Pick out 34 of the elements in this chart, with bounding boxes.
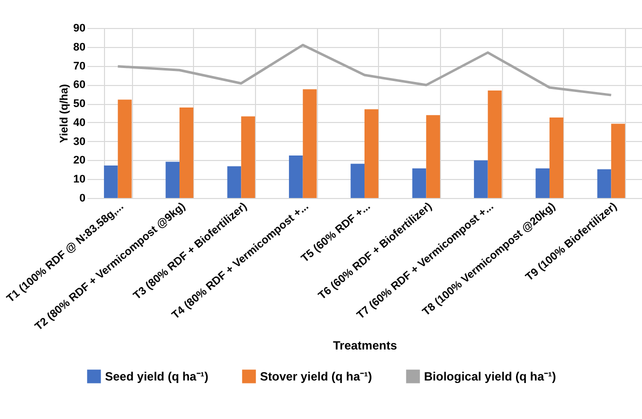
y-tick-label: 40 (73, 116, 86, 129)
bar (412, 168, 426, 198)
legend-label: Seed yield (q ha⁻¹) (105, 369, 208, 384)
bar (488, 90, 502, 198)
y-axis-title: Yield (q/ha) (58, 84, 70, 143)
y-tick-label: 60 (73, 79, 86, 92)
y-tick-label: 50 (73, 98, 86, 110)
bar (104, 166, 118, 198)
bar (166, 162, 180, 198)
bar (350, 164, 364, 198)
y-tick-label: 70 (73, 60, 86, 72)
x-axis-title: Treatments (332, 338, 398, 352)
y-tick-label: 0 (79, 192, 86, 204)
bar (302, 89, 317, 198)
bar (241, 116, 256, 198)
y-tick-label: 10 (73, 174, 86, 186)
bar (550, 118, 564, 198)
bar (597, 169, 612, 198)
legend-label: Biological yield (q ha⁻¹) (424, 369, 556, 384)
y-tick-label: 80 (73, 41, 86, 54)
legend-label: Stover yield (q ha⁻¹) (260, 369, 372, 384)
bar (227, 166, 242, 198)
bar (474, 160, 488, 198)
bar (180, 108, 194, 198)
y-tick-label: 20 (73, 154, 86, 167)
bar (288, 156, 303, 198)
line-series (116, 44, 612, 96)
bar (118, 100, 132, 198)
bar (364, 109, 378, 198)
bar (536, 168, 550, 198)
y-tick-label: 90 (73, 22, 86, 34)
y-tick-label: 30 (73, 136, 86, 148)
bar (426, 115, 440, 198)
bar (611, 124, 626, 198)
